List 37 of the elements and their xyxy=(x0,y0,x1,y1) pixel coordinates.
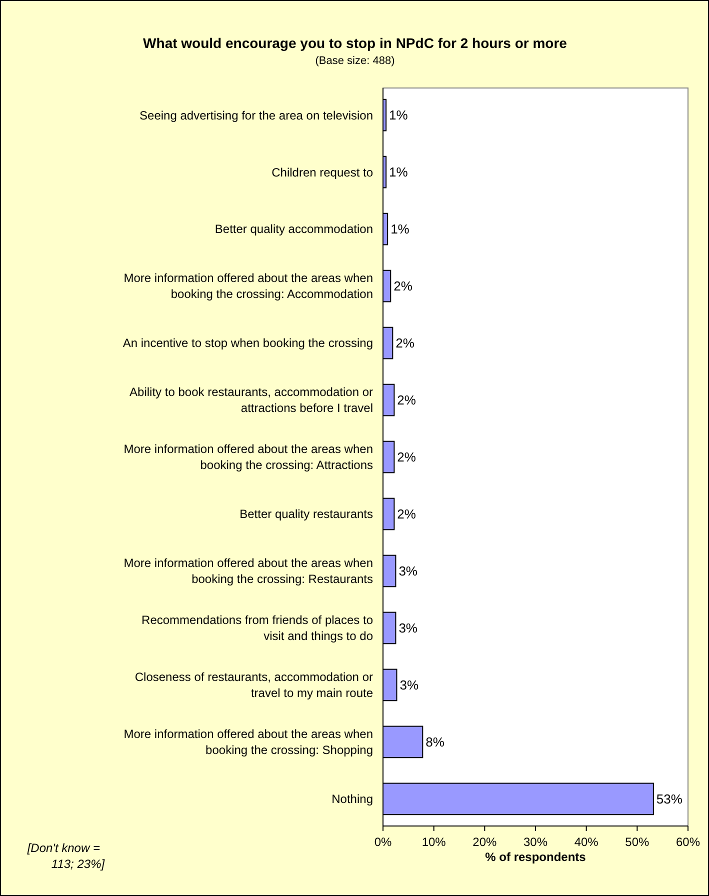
y-tick-label: Better quality restaurants xyxy=(240,507,373,522)
data-label: 3% xyxy=(400,678,419,693)
data-label: 8% xyxy=(426,734,445,750)
x-tick-label: 40% xyxy=(574,835,599,849)
data-label: 53% xyxy=(656,791,683,806)
data-label: 2% xyxy=(394,278,413,294)
x-tick-label: 50% xyxy=(625,835,650,849)
y-tick-label: Ability to book restaurants, accommodation or attractions before I travel xyxy=(130,385,373,416)
y-tick-label: Better quality accommodation xyxy=(214,222,373,236)
y-tick-label: More information offered about the areas when booking the crossing: Accommodation xyxy=(124,271,373,302)
data-label: 1% xyxy=(389,164,408,180)
x-tick-label: 20% xyxy=(472,835,497,849)
x-axis-title: % of respondents xyxy=(485,850,586,864)
y-tick-label: Children request to xyxy=(272,165,374,180)
data-label: 3% xyxy=(398,620,418,636)
y-tick-label: More information offered about the areas when booking the crossing: Restaurants xyxy=(124,556,373,586)
y-tick-label: Closeness of restaurants, accommodation or travel to my main route xyxy=(134,670,374,700)
y-tick-label: More information offered about the areas when booking the crossing: Shopping xyxy=(124,727,373,758)
y-tick-label: Recommendations from friends of places to visit and things to do xyxy=(142,613,374,644)
chart-title: What would encourage you to stop in NPdC for 2 hours or more xyxy=(143,35,568,51)
data-label: 2% xyxy=(397,506,416,522)
data-label: 2% xyxy=(397,450,416,465)
x-tick-label: 10% xyxy=(422,835,446,849)
x-tick-label: 30% xyxy=(523,835,548,849)
data-label: 1% xyxy=(389,108,408,123)
data-label: 2% xyxy=(397,392,416,408)
y-tick-label: Seeing advertising for the area on television xyxy=(140,108,373,122)
x-tick-label: 60% xyxy=(676,835,700,849)
text: [Don't know = 113; 23%] xyxy=(26,841,106,871)
x-tick-label: 0% xyxy=(374,835,392,849)
y-tick-label: More information offered about the areas when booking the crossing: Attractions xyxy=(124,442,373,472)
chart-subtitle: (Base size: 488) xyxy=(315,55,395,67)
data-label: 3% xyxy=(398,564,418,579)
data-label: 2% xyxy=(396,336,415,351)
y-tick-label: Nothing xyxy=(332,792,373,806)
y-tick-label: An incentive to stop when booking the crossing xyxy=(122,336,373,350)
data-label: 1% xyxy=(390,222,410,237)
